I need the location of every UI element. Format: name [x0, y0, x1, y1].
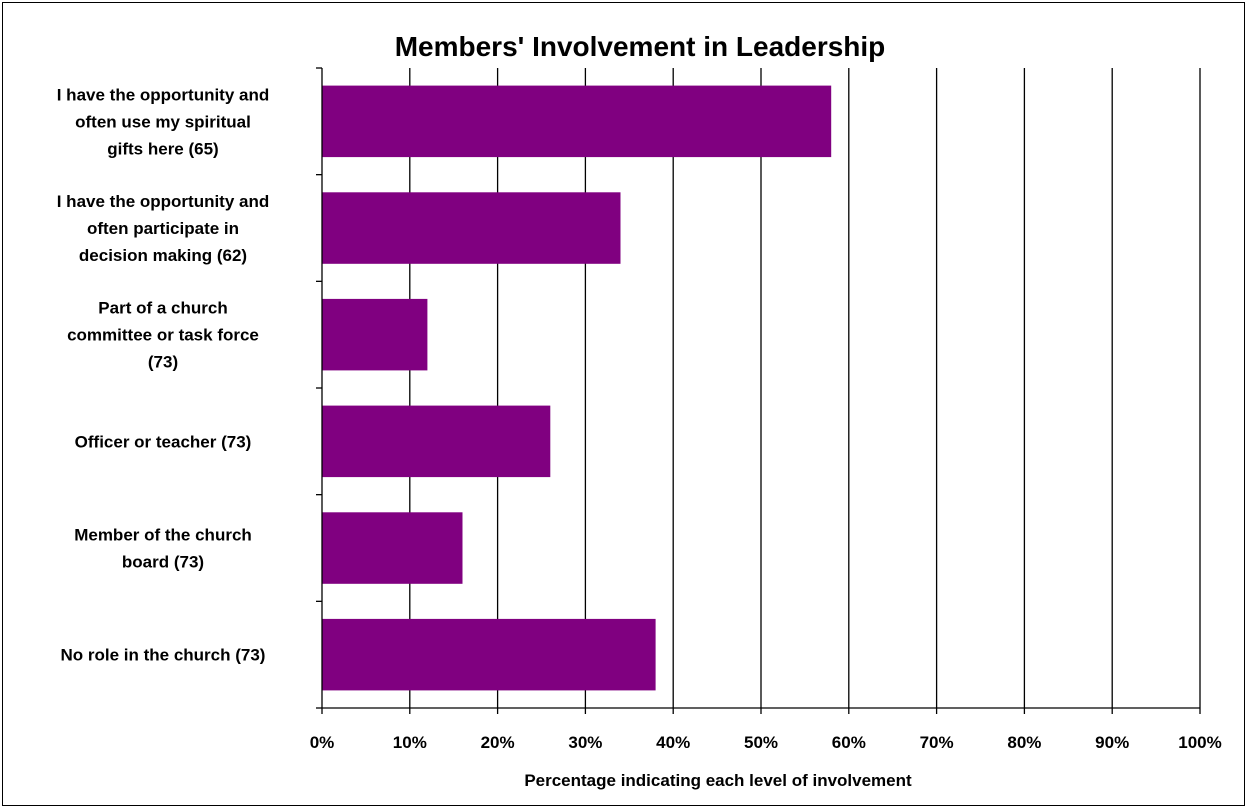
x-tick-labels: 0% 10% 20% 30% 40% 50% 60% 70% 80% 90% 100% [310, 733, 1222, 752]
x-tick-label: 90% [1095, 733, 1129, 752]
category-label: Officer or teacher (73) [75, 432, 252, 451]
category-label-line: board (73) [122, 553, 204, 572]
category-label-line: Officer or teacher (73) [75, 432, 252, 451]
axes [316, 67, 1201, 714]
x-tick-label: 100% [1178, 733, 1221, 752]
category-label-line: Part of a church [98, 299, 227, 318]
category-labels: I have the opportunity and often use my s… [57, 85, 270, 664]
x-tick-label: 30% [568, 733, 602, 752]
x-axis-label: Percentage indicating each level of invo… [524, 771, 912, 790]
bar [322, 405, 551, 478]
x-tick-label: 60% [832, 733, 866, 752]
x-tick-label: 40% [656, 733, 690, 752]
category-label-line: I have the opportunity and [57, 192, 270, 211]
category-label-line: often participate in [87, 219, 239, 238]
category-label: I have the opportunity and often use my s… [57, 85, 270, 158]
category-label: Member of the church board (73) [74, 526, 252, 572]
x-tick-label: 50% [744, 733, 778, 752]
category-label-line: Member of the church [74, 526, 252, 545]
bar [322, 512, 463, 584]
category-label-line: decision making (62) [79, 246, 247, 265]
category-label: Part of a church committee or task force (… [67, 299, 259, 372]
x-tick-label: 10% [393, 733, 427, 752]
category-label-line: often use my spiritual [75, 112, 251, 131]
x-tick-label: 20% [481, 733, 515, 752]
category-label-line: I have the opportunity and [57, 85, 270, 104]
bar [322, 298, 428, 371]
category-label-line: (73) [148, 353, 178, 372]
gridlines [409, 68, 1201, 708]
bar [322, 192, 621, 264]
x-tick-label: 80% [1007, 733, 1041, 752]
x-tick-label: 70% [920, 733, 954, 752]
category-label-line: gifts here (65) [107, 139, 218, 158]
category-label-line: committee or task force [67, 326, 259, 345]
category-label-line: No role in the church (73) [61, 646, 266, 665]
chart-title: Members' Involvement in Leadership [395, 31, 886, 62]
category-label: No role in the church (73) [61, 646, 266, 665]
bar [322, 85, 832, 158]
x-tick-label: 0% [310, 733, 335, 752]
bars [322, 85, 832, 691]
bar [322, 618, 656, 691]
category-label: I have the opportunity and often particip… [57, 192, 270, 265]
